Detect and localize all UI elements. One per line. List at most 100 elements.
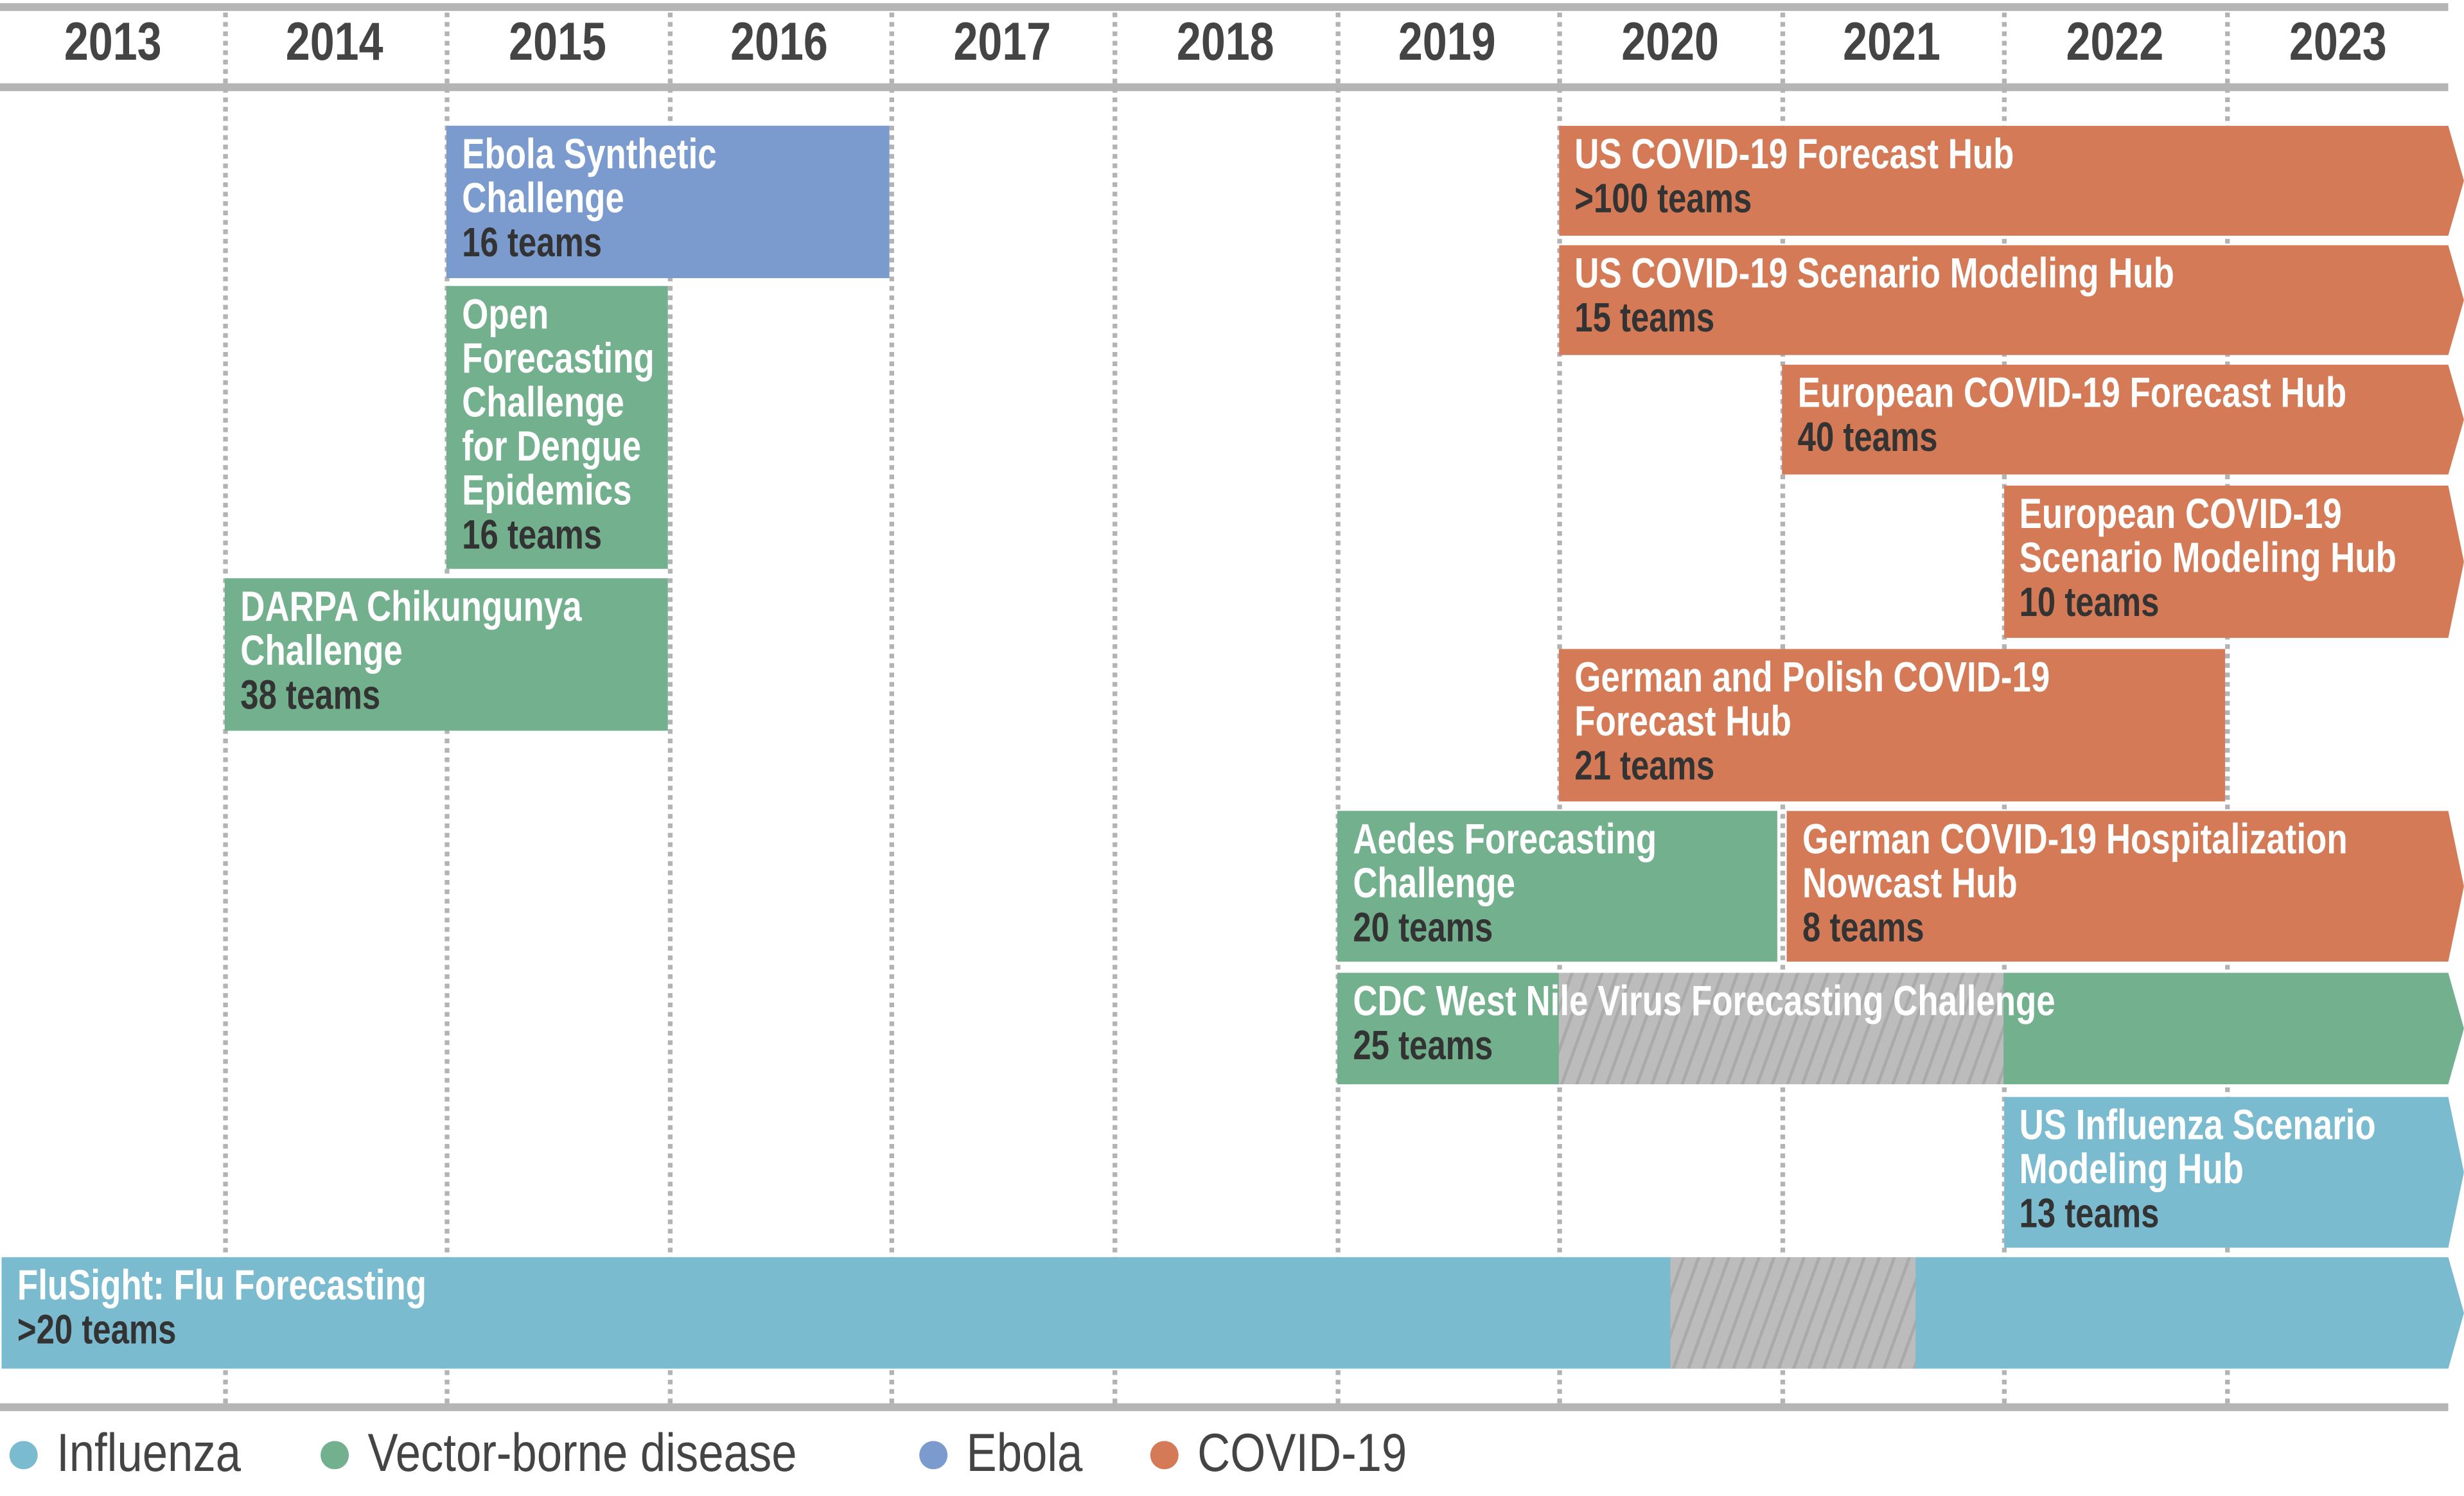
bar-title: CDC West Nile Virus Forecasting Challeng…: [1352, 977, 2055, 1025]
year-text: 2023: [2289, 12, 2386, 73]
bar-text: Open Forecasting Challenge for Dengue Epidem…: [462, 292, 667, 558]
bar-title: Challenge: [462, 174, 625, 222]
ebola-dot-icon: [919, 1440, 948, 1469]
bar-text: US Influenza Scenario Modeling Hub 13 team…: [2020, 1103, 2464, 1236]
year-text: 2017: [953, 12, 1052, 73]
bar-title: Scenario Modeling Hub: [2020, 534, 2397, 582]
bar-title: European COVID-19: [2020, 490, 2343, 538]
year-gridline: [890, 12, 895, 1404]
program-bar: US Influenza Scenario Modeling Hub 13 team…: [2004, 1097, 2464, 1248]
bar-text: CDC West Nile Virus Forecasting Challeng…: [1352, 979, 2464, 1068]
program-bar: Ebola Synthetic Challenge 16 teams: [446, 125, 890, 279]
year-label: 2023: [2227, 13, 2449, 74]
bar-text: FluSight: Flu Forecasting >20 teams: [17, 1263, 2464, 1353]
bar-title: Open: [462, 290, 549, 338]
team-count: 8 teams: [1802, 903, 1924, 951]
bar-title: FluSight: Flu Forecasting: [17, 1262, 427, 1309]
program-bar: Open Forecasting Challenge for Dengue Epidem…: [446, 286, 668, 569]
legend-ebola: Ebola: [919, 1423, 1104, 1484]
bar-text: German COVID-19 Hospitalization Nowcast H…: [1802, 817, 2464, 951]
bar-title: Aedes Forecasting: [1352, 815, 1657, 863]
bar-text: Ebola Synthetic Challenge 16 teams: [462, 132, 890, 265]
year-label: 2018: [1114, 13, 1335, 74]
team-count: 25 teams: [1352, 1021, 1493, 1069]
program-bar: Aedes Forecasting Challenge 20 teams: [1336, 811, 1777, 962]
legend-label: Influenza: [57, 1423, 242, 1484]
team-count: 13 teams: [2020, 1189, 2160, 1237]
program-bar: DARPA Chikungunya Challenge 38 teams: [224, 578, 668, 731]
influenza-dot-icon: [9, 1440, 38, 1469]
year-text: 2020: [1621, 12, 1719, 73]
year-gridline: [2225, 12, 2230, 1404]
bar-title: for Dengue: [462, 423, 642, 470]
legend-vector: Vector-borne disease: [321, 1423, 872, 1484]
year-label: 2022: [2004, 13, 2226, 74]
bar-title: Challenge: [462, 378, 625, 426]
bar-title: DARPA Chikungunya: [240, 583, 581, 631]
paused-period: [1559, 972, 2004, 1084]
bar-title: Challenge: [240, 627, 402, 674]
bar-title: Ebola Synthetic: [462, 130, 717, 178]
bar-title: Modeling Hub: [2020, 1145, 2244, 1193]
bar-title: US COVID-19 Forecast Hub: [1574, 130, 2014, 178]
bar-title: Forecasting: [462, 335, 655, 382]
year-label: 2014: [224, 13, 446, 74]
program-bar: European COVID-19 Forecast Hub 40 teams: [1782, 365, 2464, 475]
bar-text: European COVID-19 Forecast Hub 40 teams: [1797, 371, 2464, 460]
bar-title: Epidemics: [462, 466, 633, 514]
program-bar: European COVID-19 Scenario Modeling Hub 10…: [2004, 486, 2464, 638]
year-gridline: [1335, 12, 1340, 1404]
program-bar: German COVID-19 Hospitalization Nowcast H…: [1786, 811, 2464, 962]
header-top-rule: [0, 3, 2449, 12]
year-gridline: [667, 12, 673, 1404]
vector-dot-icon: [321, 1440, 349, 1469]
bar-text: Aedes Forecasting Challenge 20 teams: [1352, 817, 1777, 951]
year-gridline: [1113, 12, 1118, 1404]
year-label: 2013: [1, 13, 223, 74]
program-bar: US COVID-19 Forecast Hub >100 teams: [1559, 126, 2464, 236]
team-count: >100 teams: [1574, 174, 1752, 222]
bar-text: US COVID-19 Forecast Hub >100 teams: [1575, 132, 2464, 221]
program-bar: FluSight: Flu Forecasting >20 teams: [1, 1257, 2464, 1369]
legend-label: COVID-19: [1197, 1423, 1407, 1484]
legend-label: Ebola: [967, 1423, 1084, 1484]
bar-title: US COVID-19 Scenario Modeling Hub: [1574, 249, 2175, 297]
header-bottom-rule: [0, 83, 2449, 91]
year-text: 2018: [1176, 12, 1274, 73]
program-bar: German and Polish COVID-19 Forecast Hub 21…: [1559, 649, 2226, 802]
year-text: 2019: [1398, 12, 1497, 73]
bar-text: German and Polish COVID-19 Forecast Hub 21…: [1575, 655, 2225, 789]
year-label: 2015: [446, 13, 668, 74]
year-text: 2013: [64, 12, 161, 73]
team-count: 16 teams: [462, 218, 603, 266]
legend-label: Vector-borne disease: [367, 1423, 797, 1484]
bar-title: Forecast Hub: [1574, 698, 1792, 745]
year-label: 2019: [1337, 13, 1558, 74]
bar-title: German COVID-19 Hospitalization: [1802, 815, 2348, 863]
legend: Influenza Vector-borne disease Ebola COV…: [9, 1423, 1492, 1484]
bar-text: DARPA Chikungunya Challenge 38 teams: [240, 585, 667, 718]
team-count: 20 teams: [1352, 903, 1493, 951]
bar-text: European COVID-19 Scenario Modeling Hub 10…: [2020, 492, 2464, 626]
bar-title: European COVID-19 Forecast Hub: [1797, 369, 2346, 417]
year-text: 2016: [731, 12, 829, 73]
year-label: 2021: [1782, 13, 2003, 74]
paused-period: [1671, 1257, 1915, 1369]
year-text: 2022: [2066, 12, 2164, 73]
year-label: 2016: [669, 13, 891, 74]
covid-dot-icon: [1150, 1440, 1179, 1469]
bar-title: US Influenza Scenario: [2020, 1101, 2377, 1149]
team-count: 21 teams: [1574, 741, 1715, 789]
team-count: >20 teams: [17, 1305, 177, 1353]
team-count: 10 teams: [2020, 578, 2160, 626]
year-text: 2014: [286, 12, 384, 73]
bar-title: Challenge: [1352, 859, 1515, 907]
team-count: 15 teams: [1574, 294, 1715, 341]
year-label: 2020: [1559, 13, 1781, 74]
legend-influenza: Influenza: [9, 1423, 274, 1484]
program-bar: US COVID-19 Scenario Modeling Hub 15 team…: [1559, 245, 2464, 355]
footer-rule: [0, 1403, 2449, 1411]
team-count: 40 teams: [1797, 413, 1938, 461]
legend-covid: COVID-19: [1150, 1423, 1444, 1484]
